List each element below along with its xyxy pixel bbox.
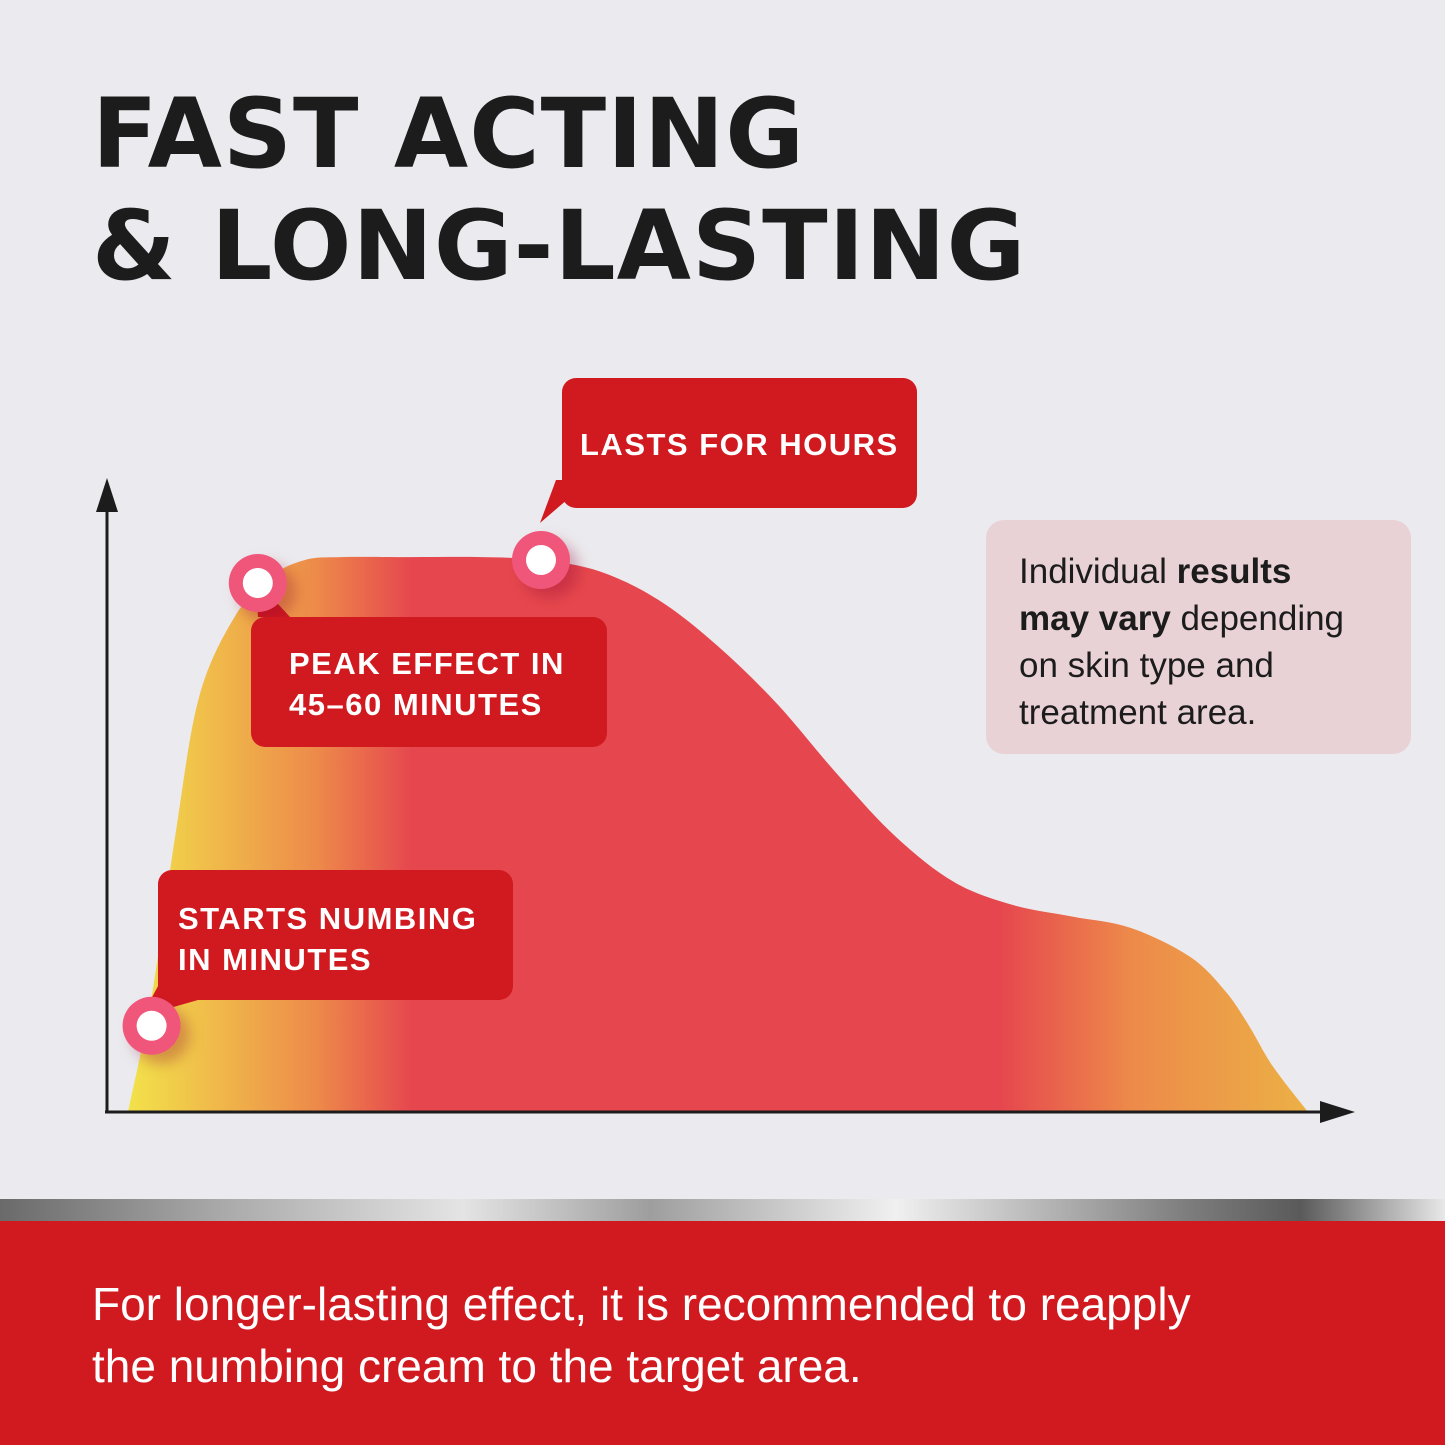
callout-peak-line-1: PEAK EFFECT IN [289,646,565,681]
note-text-2: depending [1170,599,1345,638]
marker-dot-start [136,1010,167,1041]
x-axis-arrow-icon [1320,1101,1355,1123]
note-text-3: on skin type and [1019,646,1274,685]
callout-starts-numbing: STARTS NUMBING IN MINUTES [158,870,513,1000]
y-axis-arrow-icon [96,478,118,512]
callout-hours-line-1: LASTS FOR HOURS [580,427,899,462]
callout-peak-effect: PEAK EFFECT IN 45–60 MINUTES [251,617,607,747]
marker-dot-hours [526,545,556,575]
callout-start-line-2: IN MINUTES [178,942,373,977]
footer-banner: For longer-lasting effect, it is recomme… [0,1221,1445,1445]
note-text-1: Individual [1019,552,1177,591]
marker-hours [512,531,570,589]
headline-line-1: FAST ACTING [92,78,805,190]
callout-start-line-1: STARTS NUMBING [178,901,478,936]
marker-start [122,996,181,1055]
note-text-4: treatment area. [1019,693,1257,732]
callout-lasts-for-hours: LASTS FOR HOURS [562,378,917,508]
footer-metallic-stripe [0,1199,1445,1221]
note-bold-may-vary: may vary [1019,599,1171,638]
marker-dot-peak [242,568,273,598]
callout-peak-line-2: 45–60 MINUTES [289,687,543,722]
results-disclaimer: Individual results may vary depending on… [986,520,1411,754]
footer-line-1: For longer-lasting effect, it is recomme… [92,1278,1191,1330]
marker-peak [228,554,287,612]
footer-line-2: the numbing cream to the target area. [92,1340,862,1392]
headline-line-2: & LONG-LASTING [92,190,1027,302]
note-bold-results: results [1176,552,1292,591]
headline: FAST ACTING & LONG-LASTING [92,78,1026,302]
